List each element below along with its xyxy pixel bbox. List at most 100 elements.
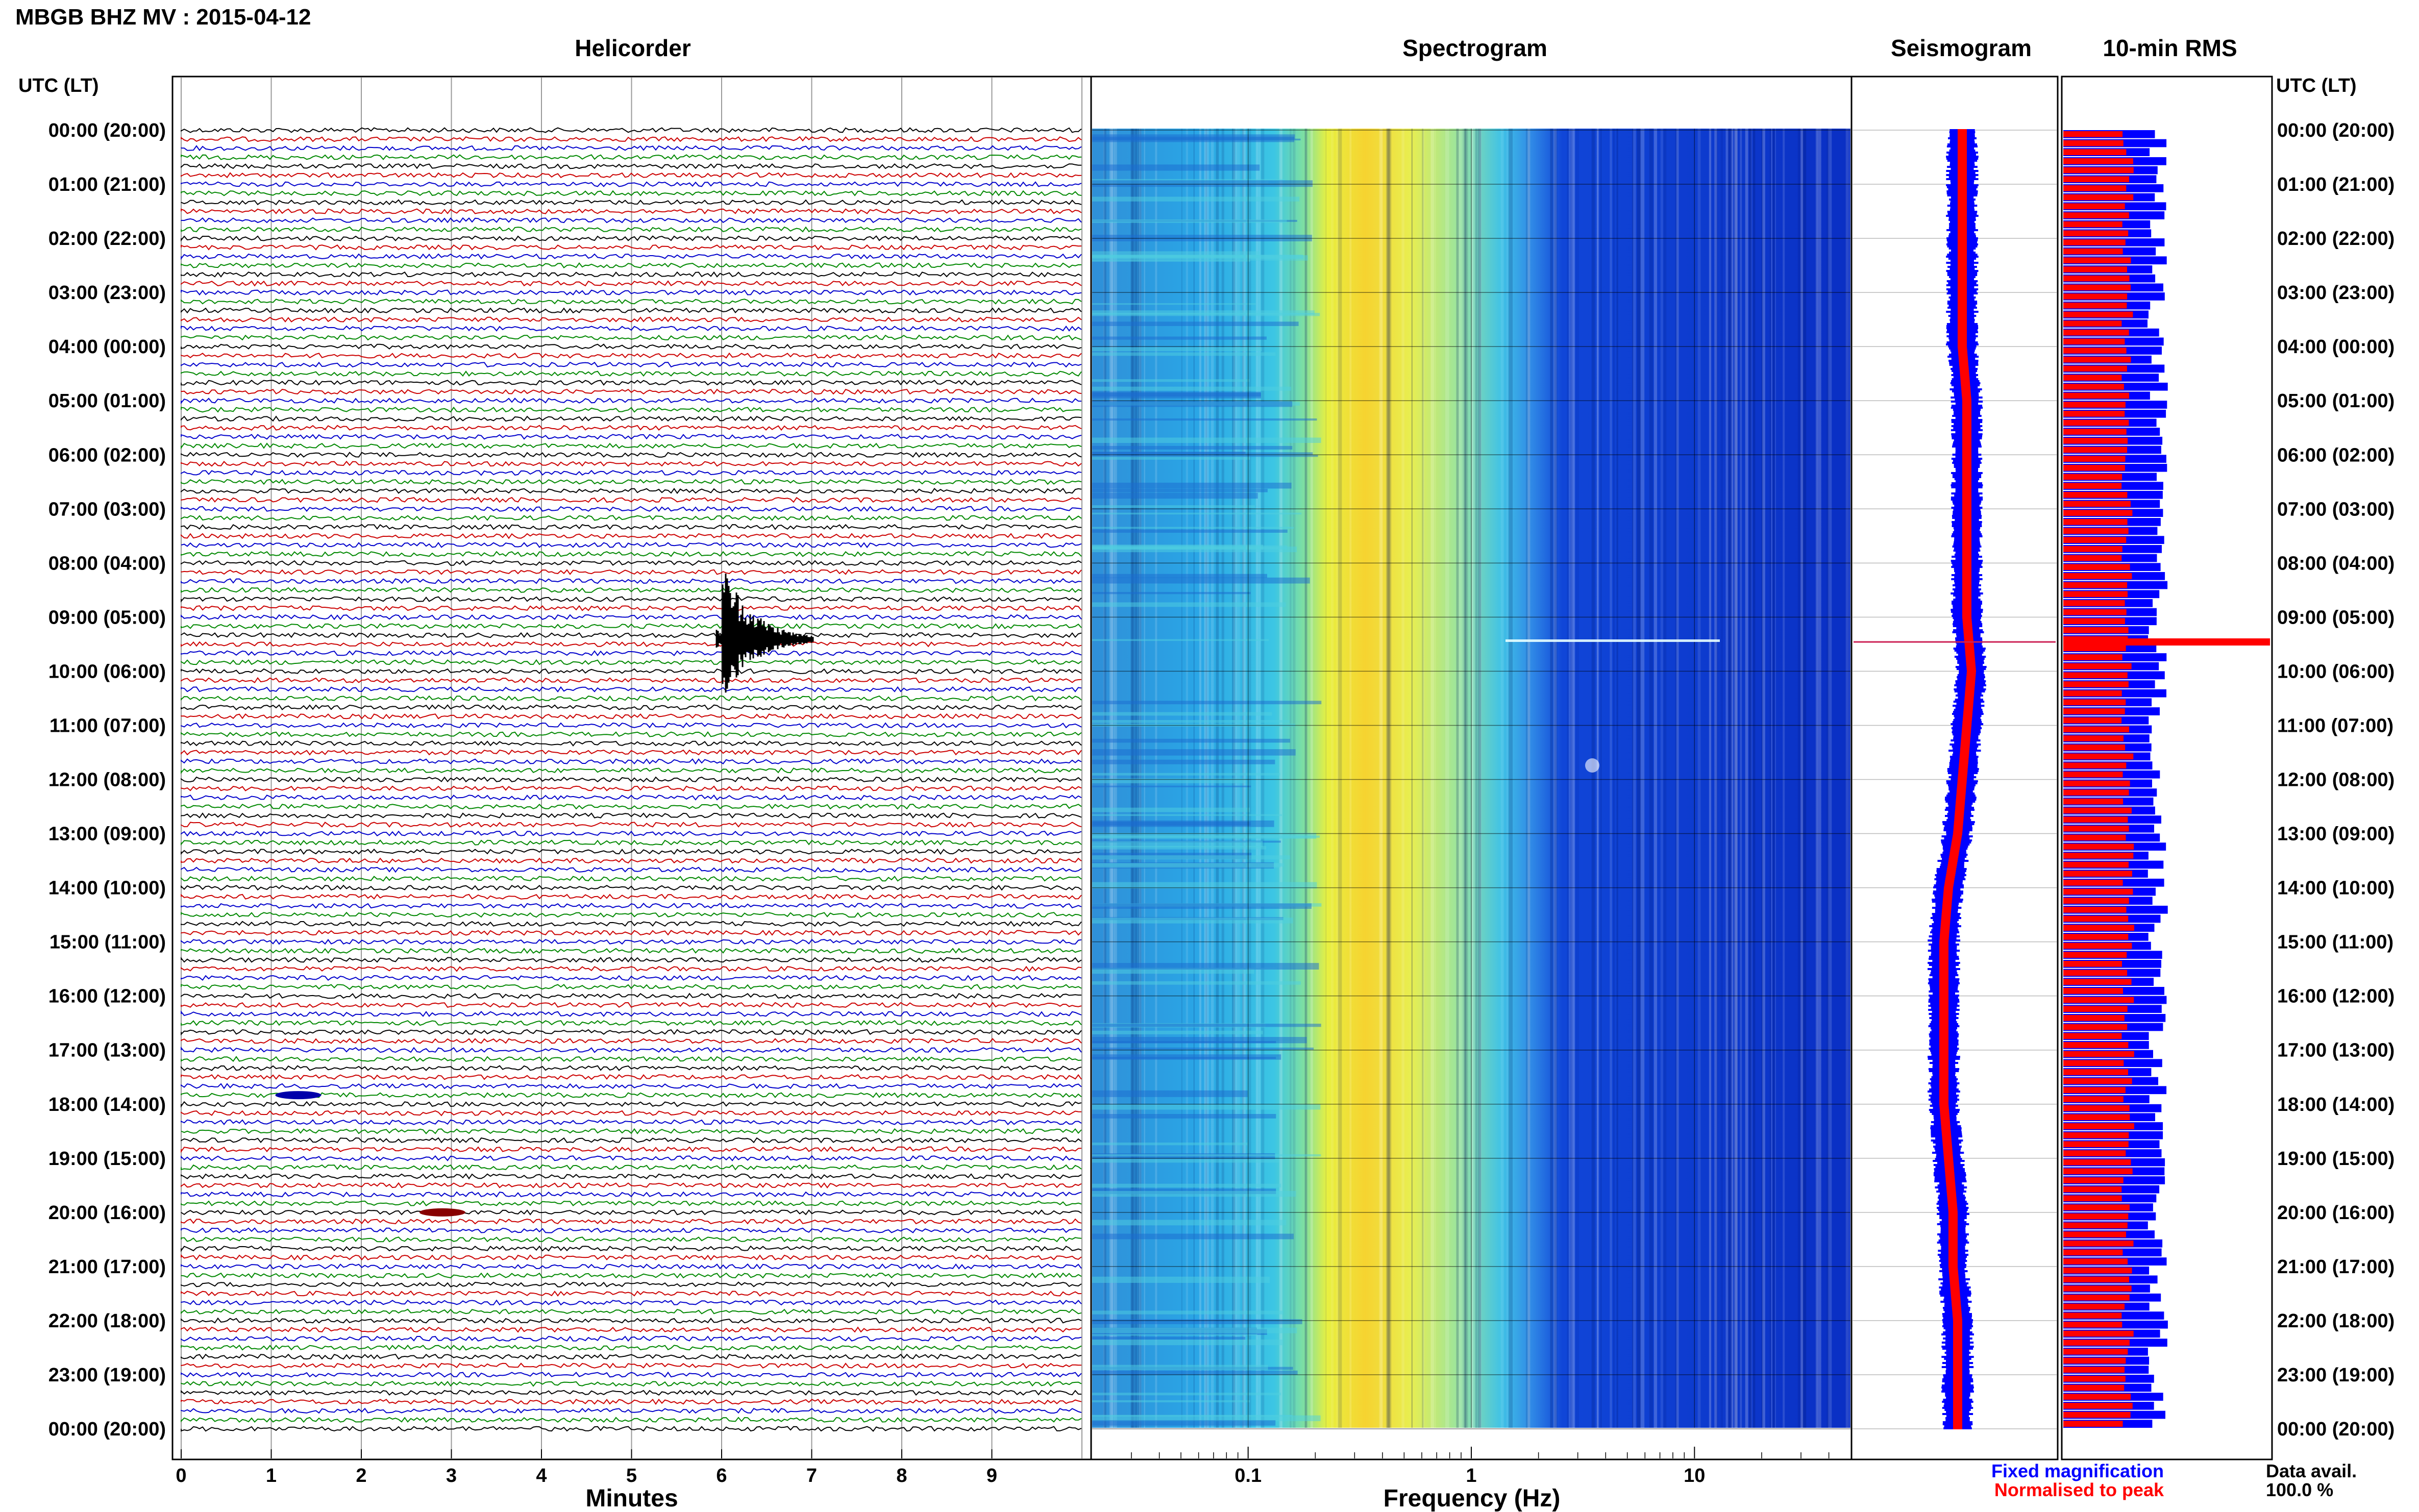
time-label-right: 18:00 (14:00): [2277, 1094, 2395, 1116]
spectrogram-band: [1092, 820, 1274, 827]
helicorder-panel: [171, 76, 1092, 1460]
helicorder-trace: [181, 208, 1082, 215]
rms-bar-normalised: [2063, 203, 2125, 210]
helicorder-trace: [181, 145, 1082, 152]
spectrogram-band: [1092, 749, 1296, 756]
rms-bar-normalised: [2063, 528, 2129, 534]
rms-panel: [2061, 76, 2273, 1460]
helicorder-trace: [181, 1326, 1082, 1333]
spectrogram-stripe: [1181, 129, 1183, 1428]
minute-tick-label: 9: [986, 1465, 997, 1486]
rms-bar-normalised: [2063, 1240, 2134, 1247]
rms-bar-normalised: [2063, 546, 2122, 552]
rms-bar-normalised: [2063, 402, 2126, 408]
helicorder-trace: [181, 713, 1082, 720]
rms-bar-normalised: [2063, 410, 2125, 417]
helicorder-trace: [181, 1353, 1082, 1360]
rms-bar-normalised: [2063, 906, 2127, 913]
rms-bar-normalised: [2063, 501, 2131, 507]
rms-bar-normalised: [2063, 1186, 2122, 1193]
rms-bar-normalised: [2063, 1033, 2122, 1039]
rms-bar-normalised: [2063, 1069, 2128, 1075]
spectrogram-stripe: [1293, 129, 1296, 1428]
rms-bar-normalised: [2063, 717, 2122, 724]
helicorder-trace: [181, 533, 1082, 539]
helicorder-trace: [181, 731, 1082, 737]
rms-bar-normalised: [2063, 275, 2130, 282]
spectrogram-stripe: [1221, 129, 1224, 1428]
rms-bar-normalised: [2063, 1421, 2123, 1427]
helicorder-trace: [181, 569, 1082, 575]
rms-bar-normalised: [2063, 1394, 2131, 1400]
spectrogram-stripe: [1423, 129, 1424, 1428]
rms-bar-normalised: [2063, 915, 2129, 922]
spectrogram-stripe: [1731, 129, 1733, 1428]
spectrogram-stripe: [1817, 129, 1821, 1428]
helicorder-trace: [181, 614, 1082, 621]
spectrogram-band: [1092, 512, 1302, 515]
rms-bar-normalised: [2063, 302, 2127, 309]
spectrogram-stripe: [1591, 129, 1595, 1428]
minute-tick-label: 5: [626, 1465, 637, 1486]
spectrogram-stripe: [1753, 129, 1755, 1428]
rms-bar-normalised: [2063, 1222, 2128, 1229]
helicorder-trace: [181, 271, 1082, 278]
time-label-right: 04:00 (00:00): [2277, 336, 2395, 358]
spectrogram-stripe: [1109, 129, 1114, 1428]
spectrogram-band: [1092, 1319, 1302, 1324]
spectrogram-band: [1092, 1183, 1281, 1188]
rms-bar-normalised: [2063, 1105, 2130, 1111]
spectrogram-band: [1092, 720, 1290, 723]
spectrogram-band: [1092, 1400, 1250, 1403]
helicorder-trace: [181, 930, 1082, 936]
helicorder-trace: [181, 1137, 1082, 1144]
spectrogram-band: [1092, 1327, 1297, 1333]
helicorder-trace: [181, 740, 1082, 747]
spectrogram-stripe: [1715, 129, 1718, 1428]
rms-bar-normalised: [2063, 140, 2124, 146]
helicorder-trace: [181, 749, 1082, 756]
helicorder-trace: [181, 668, 1082, 675]
helicorder-trace: [181, 1417, 1082, 1423]
spectrogram-band: [1092, 639, 1269, 641]
seismogram-normalised: [1939, 129, 1976, 1429]
spectrogram-stripe: [1379, 129, 1383, 1428]
helicorder-trace: [181, 1074, 1082, 1080]
time-label-left: 22:00 (18:00): [48, 1310, 166, 1332]
spectrogram-band: [1092, 1233, 1294, 1240]
spectrogram-band: [1092, 855, 1290, 860]
helicorder-trace: [181, 199, 1082, 206]
spectrogram-band: [1092, 196, 1300, 202]
spectrogram-stripe: [1554, 129, 1558, 1428]
helicorder-trace: [181, 469, 1082, 476]
rms-bar-normalised: [2063, 1096, 2124, 1102]
spectrogram-band: [1092, 1114, 1276, 1119]
helicorder-event: [715, 574, 814, 693]
spectrogram-stripe: [1430, 129, 1435, 1428]
rms-bar-normalised: [2063, 1312, 2122, 1319]
time-label-right: 17:00 (13:00): [2277, 1040, 2395, 1061]
time-label-right: 12:00 (08:00): [2277, 770, 2395, 791]
rms-bar-normalised: [2063, 871, 2132, 877]
rms-bar-normalised: [2063, 861, 2129, 868]
spectrogram-stripe: [1610, 129, 1612, 1428]
spectrogram-stripe: [1139, 129, 1142, 1428]
helicorder-traces: [181, 127, 1082, 1432]
minute-tick-label: 8: [896, 1465, 907, 1486]
spectrogram-band: [1092, 1191, 1296, 1197]
rms-bar-normalised: [2063, 1249, 2123, 1256]
time-label-left: 08:00 (04:00): [48, 553, 166, 574]
rms-bar-normalised: [2063, 537, 2127, 543]
spectrogram-stripe: [1740, 129, 1742, 1428]
spectrogram-stripe: [1575, 129, 1579, 1428]
helicorder-trace: [181, 1398, 1082, 1405]
rms-bar-normalised: [2063, 158, 2133, 164]
helicorder-trace: [181, 605, 1082, 611]
rms-bar-normalised: [2063, 564, 2130, 570]
rms-bar-normalised: [2063, 735, 2124, 741]
helicorder-trace: [181, 1046, 1082, 1053]
helicorder-trace: [181, 253, 1082, 260]
spectrogram-band: [1092, 1276, 1270, 1283]
rms-bar-normalised: [2063, 257, 2131, 264]
spectrogram-band: [1092, 179, 1285, 181]
